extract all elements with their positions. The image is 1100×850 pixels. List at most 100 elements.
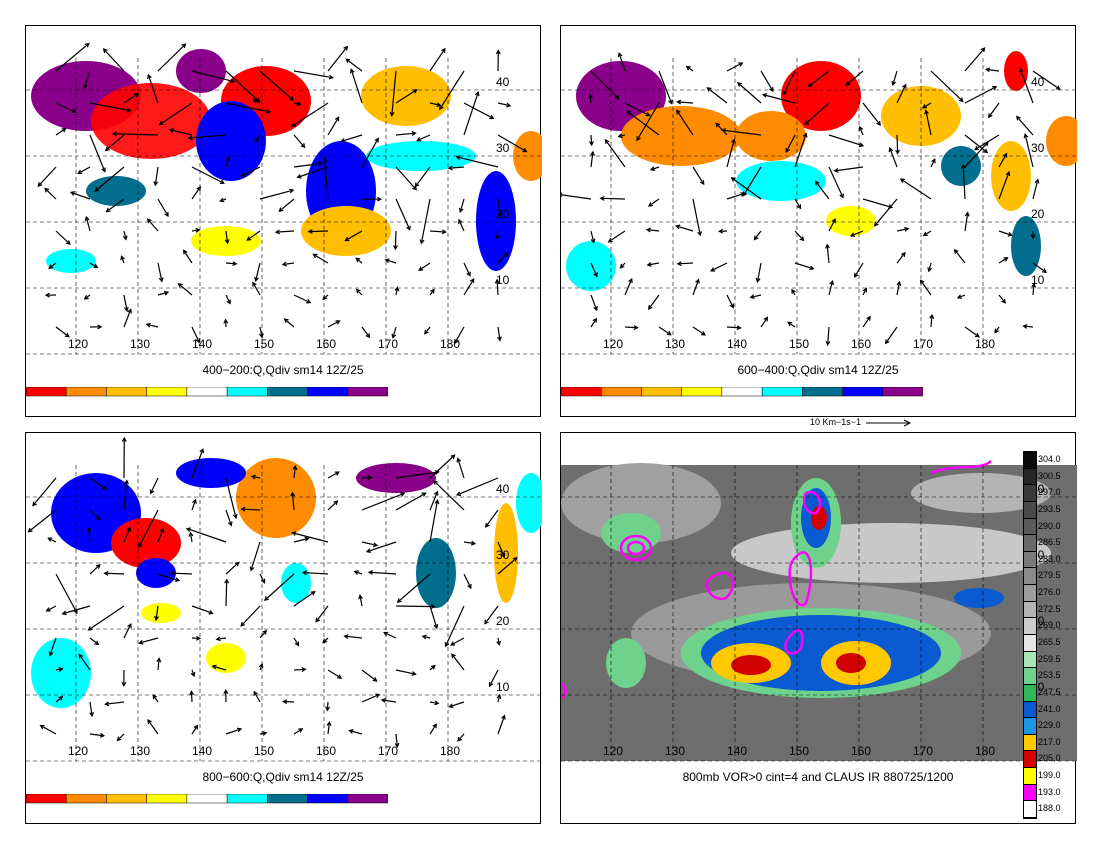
ir-palette-swatch [1024,568,1036,586]
ir-palette-swatch [1024,468,1036,486]
colorbar-swatch [307,387,349,397]
lat-label: 10 [1031,273,1045,287]
lon-label: 180 [440,337,460,351]
panel-400-200: 120 130 140 150 160 170 180 10 20 30 40 400−200:Q… [25,25,542,417]
colorbar-400-200: −4.0−2.0−1.0−0.50.51.02.04.0 [26,387,388,397]
panel-title: 800mb VOR>0 cint=4 and CLAUS IR 880725/1… [682,770,954,784]
colorbar-swatch [761,387,803,397]
ir-palette-label: 199.0 [1038,770,1061,781]
ir-palette-swatch [1024,601,1036,619]
ir-palette-label: 286.5 [1038,537,1061,548]
colorbar-swatch [600,387,642,397]
colorbar-swatch [226,387,268,397]
colorbar-swatch [26,387,67,397]
lat-label: 40 [1031,75,1045,89]
lon-label: 180 [975,337,995,351]
lon-label: 140 [727,337,747,351]
lon-label: 150 [254,744,274,758]
ir-palette-swatch [1024,718,1036,735]
lon-label: 180 [440,744,460,758]
ir-palette-swatch [1024,635,1036,652]
ir-palette-label: 253.5 [1038,670,1061,681]
lon-label: 160 [316,744,336,758]
ir-palette-swatch [1024,585,1036,602]
colorbar-swatch [842,387,884,397]
panel-title: 600−400:Q,Qdiv sm14 12Z/25 [737,363,899,377]
ir-palette-label: 283.0 [1038,553,1061,564]
lat-label: 10 [496,273,510,287]
lon-label: 130 [130,744,150,758]
panel-800-600: 120 130 140 150 160 170 180 10 20 30 40 800−600:Q… [25,432,542,824]
ir-palette-swatch [1024,734,1036,752]
colorbar-swatch [721,387,763,397]
ir-palette-swatch [1024,784,1036,802]
ir-palette-swatch [1024,535,1036,552]
lon-label: 150 [789,337,809,351]
ir-palette-swatch [1024,668,1036,685]
colorbar-swatch [641,387,682,397]
lon-label: 130 [130,337,150,351]
lat-label: 10 [496,680,510,694]
vector-legend: 10 Km−1s−1 [810,417,914,427]
colorbar-swatch [802,387,843,397]
lon-label: 170 [378,337,398,351]
ir-palette-label: 297.0 [1038,487,1061,498]
panel-title: 400−200:Q,Qdiv sm14 12Z/25 [202,363,364,377]
colorbar-swatch [347,387,388,397]
lon-label: 120 [603,337,623,351]
lon-label: 120 [68,337,88,351]
colorbar-swatch [307,794,349,804]
lat-label: 20 [496,614,510,628]
ir-palette-swatch [1024,651,1036,669]
lon-label: 140 [192,337,212,351]
ir-palette-swatch [1024,768,1036,785]
colorbar-swatch [347,794,388,804]
colorbar-swatch [146,387,188,397]
ir-palette-swatch [1024,618,1036,635]
lon-label: 120 [603,744,623,758]
lat-label: 40 [496,482,510,496]
colorbar-swatch [146,794,188,804]
lat-label: 40 [496,75,510,89]
lon-label: 120 [68,744,88,758]
ir-palette-label: 293.5 [1038,503,1061,514]
ir-palette-label: 272.5 [1038,603,1061,614]
vector-legend-label: 10 Km−1s−1 [810,417,862,427]
ir-palette-swatch [1024,551,1036,569]
map-800-600: 120 130 140 150 160 170 180 10 20 30 40 [26,436,542,762]
panel-title: 800−600:Q,Qdiv sm14 12Z/25 [202,770,364,784]
panel-600-400: 120 130 140 150 160 170 180 10 20 30 40 600−400:Q… [560,25,1077,417]
ir-palette-label: 269.0 [1038,620,1061,631]
colorbar-swatch [106,794,147,804]
colorbar-swatch [65,387,107,397]
colorbar-swatch [106,387,147,397]
lon-label: 160 [851,337,871,351]
lon-label: 140 [727,744,747,758]
lon-label: 180 [975,744,995,758]
lon-label: 170 [913,744,933,758]
colorbar-swatch [26,794,67,804]
colorbar-swatch [186,794,228,804]
colorbar-swatch [65,794,107,804]
lat-label: 20 [496,207,510,221]
ir-palette-label: 276.0 [1038,587,1061,598]
ir-palette-swatch [1024,518,1036,536]
ir-palette-label: 188.0 [1038,803,1061,814]
lon-label: 140 [192,744,212,758]
colorbar-swatch [267,387,308,397]
colorbar-swatch [561,387,602,397]
ir-palette-swatch [1024,485,1036,502]
colorbar-swatch [681,387,723,397]
colorbar-600-400: −4.0−2.0−1.0−0.50.51.02.04.0 [561,387,923,397]
vector-legend-arrow [865,419,911,427]
ir-palette-label: 279.5 [1038,570,1061,581]
lat-label: 30 [1031,141,1045,155]
lat-label: 20 [1031,207,1045,221]
ir-palette-label: 304.0 [1038,454,1061,464]
ir-palette-swatch [1024,751,1036,769]
ir-palette-swatch [1024,501,1036,519]
ir-palette-label: 193.0 [1038,786,1061,797]
colorbar-swatch [186,387,228,397]
ir-palette-swatch [1024,701,1036,719]
